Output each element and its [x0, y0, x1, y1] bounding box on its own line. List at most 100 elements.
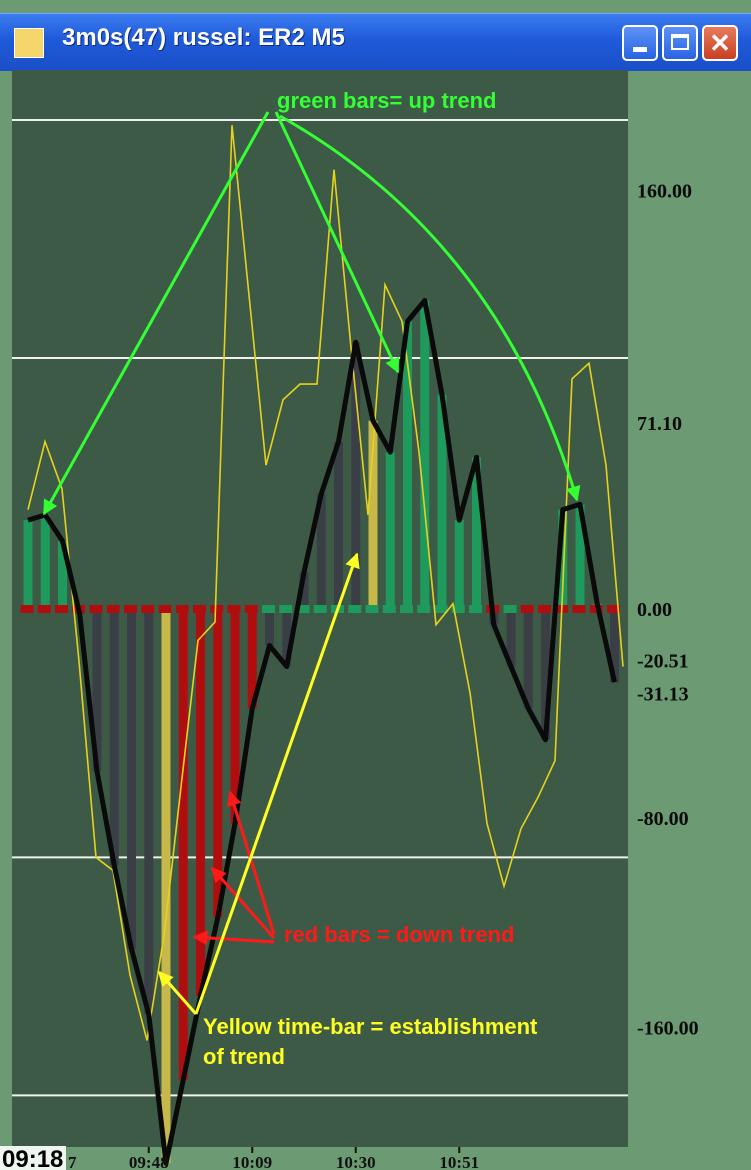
title-bar[interactable]: 3m0s(47) russel: ER2 M5 ✕: [0, 13, 751, 71]
minimize-icon: [633, 47, 647, 52]
zero-line-marker: [262, 605, 275, 613]
histogram-bar: [40, 514, 50, 609]
histogram-bar: [161, 609, 171, 1164]
zero-line-marker: [365, 605, 379, 613]
zero-line-marker: [37, 605, 51, 613]
histogram-bar: [454, 520, 464, 609]
histogram-bar: [437, 394, 447, 609]
window-title: 3m0s(47) russel: ER2 M5: [62, 24, 345, 51]
histogram-bar: [127, 609, 136, 949]
annotation-arrow-green: [279, 114, 581, 502]
y-tick-label: 71.10: [637, 413, 682, 435]
y-tick-label: -20.51: [637, 651, 689, 673]
annotation-yellow-line1: Yellow time-bar = establishment: [203, 1014, 538, 1039]
histogram-bar: [213, 609, 223, 918]
zero-line-marker: [572, 605, 586, 613]
histogram-bar: [368, 420, 378, 609]
x-tick-label: 10:30: [336, 1153, 376, 1170]
histogram-bar: [506, 609, 516, 667]
time-readout-box: [0, 1146, 66, 1170]
maximize-button[interactable]: [662, 25, 698, 61]
chart-area: 231.09160.0071.100.00-20.51-31.13-80.00-…: [0, 70, 699, 1170]
zero-line-marker: [451, 605, 465, 613]
histogram-bar: [196, 609, 205, 997]
annotation-red: red bars = down trend: [284, 922, 514, 947]
histogram-bar: [420, 300, 430, 609]
histogram-bar: [282, 609, 292, 667]
histogram-bar: [472, 457, 481, 609]
zero-line-marker: [503, 605, 517, 613]
histogram-bar: [558, 509, 568, 609]
histogram-bar: [575, 504, 585, 609]
zero-line-marker: [382, 605, 396, 613]
x-tick-label: 10:09: [232, 1153, 272, 1170]
histogram-bar: [144, 609, 154, 1015]
zero-line-marker: [434, 605, 448, 613]
zero-line-marker: [124, 605, 137, 613]
y-tick-label: -80.00: [637, 808, 689, 830]
signal-line: [27, 125, 624, 1041]
zero-line-marker: [607, 605, 620, 613]
histogram-bar: [610, 609, 619, 683]
x-tick-label: 7: [68, 1153, 77, 1170]
histogram-bar: [334, 441, 343, 609]
histogram-bar: [299, 572, 309, 609]
zero-line-marker: [158, 605, 172, 613]
histogram-bar: [178, 609, 188, 1080]
histogram-bar: [265, 609, 274, 646]
close-button[interactable]: ✕: [702, 25, 738, 61]
zero-line-marker: [141, 605, 155, 613]
zero-line-marker: [279, 605, 293, 613]
annotation-yellow-line2: of trend: [203, 1044, 285, 1069]
zero-line-marker: [538, 605, 551, 613]
zero-line-marker: [20, 605, 34, 613]
maximize-icon: [671, 34, 689, 50]
annotation-green: green bars= up trend: [277, 88, 496, 113]
zero-line-marker: [520, 605, 534, 613]
zero-line-marker: [244, 605, 258, 613]
histogram-bar: [523, 609, 533, 709]
annotation-arrow-red: [192, 930, 275, 946]
histogram-bar: [58, 541, 67, 609]
zero-line-marker: [89, 605, 103, 613]
zero-line-marker: [193, 605, 206, 613]
histogram-bar: [385, 452, 395, 609]
histogram-bar: [247, 609, 257, 709]
histogram-line: [27, 297, 617, 1166]
x-tick-label: 10:51: [439, 1153, 479, 1170]
histogram-bar: [23, 520, 33, 609]
histogram-bar: [109, 609, 119, 866]
y-tick-label: -160.00: [637, 1017, 699, 1039]
minimize-button[interactable]: [622, 25, 658, 61]
zero-line-marker: [469, 605, 482, 613]
zero-line-marker: [175, 605, 189, 613]
zero-line-marker: [55, 605, 68, 613]
zero-line-marker: [417, 605, 431, 613]
x-tick-label: 09:48: [129, 1153, 169, 1170]
app-icon[interactable]: [14, 28, 44, 58]
histogram-bar: [541, 609, 550, 740]
x-tick-label: 09:18: [2, 1146, 63, 1170]
zero-line-marker: [400, 605, 413, 613]
close-icon: ✕: [709, 28, 731, 58]
annotation-arrow-red: [226, 790, 276, 935]
annotation-arrow-green: [274, 111, 400, 374]
y-tick-label: -31.13: [637, 683, 689, 705]
y-tick-label: 160.00: [637, 181, 692, 203]
zero-line-marker: [227, 605, 241, 613]
y-tick-label: 0.00: [637, 599, 672, 621]
histogram-bar: [316, 493, 326, 609]
histogram-bar: [351, 342, 361, 609]
annotation-arrow-yellow: [194, 552, 360, 1015]
histogram-bar: [92, 609, 102, 772]
zero-line-marker: [106, 605, 120, 613]
annotation-arrow-red: [210, 866, 276, 939]
zero-line-marker: [313, 605, 327, 613]
zero-line-marker: [210, 605, 224, 613]
zero-line-marker: [296, 605, 310, 613]
histogram-bar: [230, 609, 240, 824]
zero-line-marker: [348, 605, 362, 613]
histogram-bar: [403, 321, 412, 609]
annotation-arrow-green: [42, 111, 270, 516]
